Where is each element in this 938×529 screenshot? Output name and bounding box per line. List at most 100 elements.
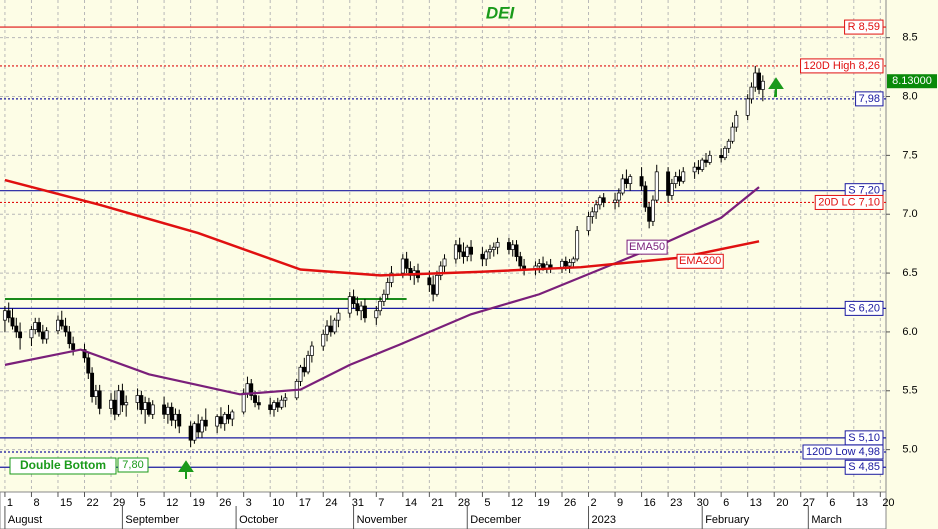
month-label: 2023 <box>592 514 616 526</box>
annotation-note: 7,80 <box>122 459 143 471</box>
candle-body <box>93 390 98 398</box>
level-label: 7,98 <box>859 93 880 105</box>
x-tick-label: 15 <box>60 497 72 509</box>
candle-body <box>146 402 151 415</box>
ema-line <box>4 178 760 277</box>
candle-body <box>245 383 250 394</box>
candle-body <box>44 330 49 340</box>
candle-body <box>302 366 307 373</box>
candle-body <box>192 423 197 441</box>
x-tick-label: 6 <box>829 497 835 509</box>
candle-body <box>328 325 333 333</box>
level-label-box <box>814 194 884 210</box>
candle-body <box>404 258 409 269</box>
candle-body <box>730 126 735 142</box>
candle-body <box>427 277 432 286</box>
month-label: February <box>705 514 750 526</box>
candle-body <box>480 253 485 260</box>
candle-body <box>537 263 542 267</box>
candle-body <box>332 319 337 333</box>
candle-body <box>453 244 458 260</box>
x-tick-label: 28 <box>458 497 470 509</box>
candle-body <box>431 284 436 295</box>
candle-body <box>143 402 148 410</box>
level-label-box <box>855 91 884 107</box>
candle-body <box>385 282 390 295</box>
x-tick-label: 21 <box>431 497 443 509</box>
candle-body <box>336 312 341 321</box>
candle-body <box>760 80 765 90</box>
candle-body <box>139 395 144 410</box>
x-tick-label: 20 <box>776 497 788 509</box>
x-tick-label: 7 <box>378 497 384 509</box>
candle-body <box>719 155 724 159</box>
candle-body <box>616 192 621 201</box>
level-label: 20D LC 7,10 <box>818 196 880 208</box>
candle-body <box>381 293 386 302</box>
x-tick-label: 26 <box>564 497 576 509</box>
candle-body <box>112 399 117 415</box>
level-label: S 4,85 <box>848 461 880 473</box>
candle-body <box>696 166 701 170</box>
level-label: S 6,20 <box>848 302 880 314</box>
candle-body <box>666 171 671 196</box>
candle-body <box>97 390 102 409</box>
candle-body <box>306 355 311 373</box>
candle-body <box>359 305 364 312</box>
x-tick-label: 13 <box>856 497 868 509</box>
candle-body <box>704 159 708 163</box>
note-box <box>117 457 149 473</box>
candle-body <box>495 242 500 248</box>
candle-body <box>37 322 41 333</box>
candle-body <box>620 178 625 194</box>
candle-body <box>71 343 76 350</box>
month-label: September <box>125 514 179 526</box>
last-price-label: 8.13000 <box>892 75 932 87</box>
candle-body <box>613 199 617 203</box>
candle-body <box>378 300 383 312</box>
candle-body <box>681 171 686 182</box>
candle-body <box>374 310 379 319</box>
x-tick-label: 1 <box>7 497 13 509</box>
x-tick-label: 29 <box>113 497 125 509</box>
candle-body <box>90 372 95 398</box>
x-tick-label: 31 <box>352 497 364 509</box>
x-tick-label: 3 <box>246 497 252 509</box>
y-tick-label: 5.5 <box>902 385 917 397</box>
candle-body <box>29 329 34 339</box>
candle-body <box>10 317 15 327</box>
up-arrow <box>768 77 784 97</box>
candle-body <box>491 246 496 250</box>
candle-body <box>753 72 758 88</box>
candle-body <box>33 322 38 330</box>
candle-body <box>215 416 220 427</box>
candle-body <box>518 256 523 267</box>
candle-body <box>200 419 204 433</box>
candle-body <box>673 176 678 184</box>
x-tick-label: 9 <box>617 497 623 509</box>
y-tick-label: 5.0 <box>902 444 917 456</box>
y-tick-label: 8.0 <box>902 90 917 102</box>
candle-body <box>2 310 7 321</box>
candle-body <box>643 185 648 208</box>
legend-label: EMA50 <box>629 241 665 253</box>
x-tick-label: 14 <box>405 497 417 509</box>
candle-body <box>548 264 553 268</box>
y-tick-label: 6.0 <box>902 326 917 338</box>
candle-body <box>169 406 174 421</box>
candle-body <box>639 176 644 187</box>
level-label: R 8,59 <box>848 21 880 33</box>
candle-body <box>624 178 629 184</box>
x-tick-label: 19 <box>193 497 205 509</box>
labels: 5.05.56.06.57.07.58.08.51 8 15 22 29 5 12 19 26 3… <box>7 19 937 526</box>
candle-body <box>173 413 178 421</box>
candle-body <box>362 305 367 319</box>
candle-body <box>438 265 443 276</box>
candle-body <box>461 251 466 257</box>
candle-body <box>120 390 125 406</box>
x-tick-label: 10 <box>272 497 284 509</box>
candle-body <box>434 275 439 295</box>
candle-body <box>109 399 113 409</box>
candle-body <box>351 296 356 305</box>
annotation-box <box>9 457 117 475</box>
